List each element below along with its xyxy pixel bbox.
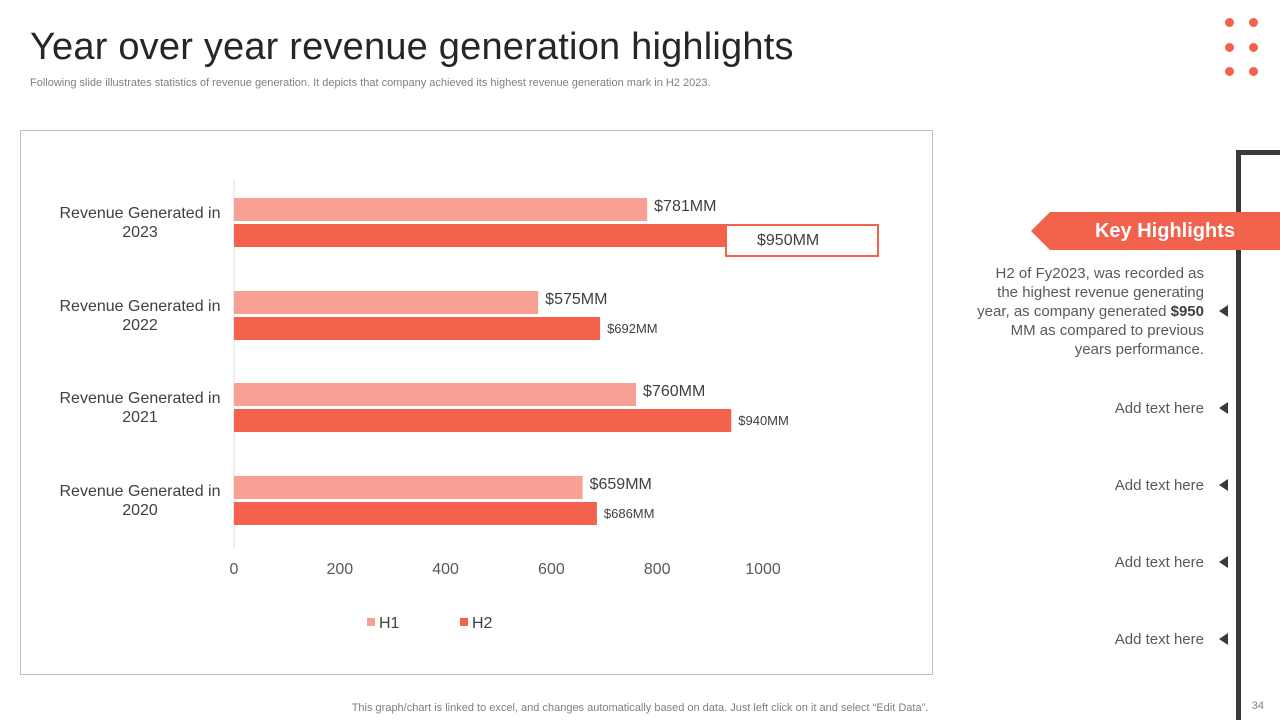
- vertical-rule-cap: [1236, 150, 1280, 155]
- legend-label: H2: [472, 615, 493, 632]
- pointer-arrow-icon: [1219, 305, 1228, 317]
- category-label: Revenue Generated in: [60, 390, 221, 407]
- decor-dot: [1225, 67, 1234, 76]
- category-label: 2021: [122, 409, 158, 426]
- data-label: $692MM: [607, 321, 658, 336]
- revenue-bar-chart[interactable]: 0 200 400 600 800 1000 Revenue Generated in 202…: [20, 130, 933, 675]
- data-label: $940MM: [738, 413, 789, 428]
- data-label: $760MM: [643, 383, 705, 400]
- data-label: $781MM: [654, 198, 716, 215]
- data-label: $686MM: [604, 506, 655, 521]
- bar-h2: [234, 502, 597, 525]
- x-tick-label: 600: [538, 561, 565, 578]
- highlight-callout-box: [725, 224, 879, 257]
- pointer-arrow-icon: [1219, 633, 1228, 645]
- decor-dot: [1225, 43, 1234, 52]
- decor-dot: [1249, 18, 1258, 27]
- decor-dot: [1249, 67, 1258, 76]
- bar-h1: [234, 198, 648, 221]
- banner-arrow-shape: [1031, 212, 1280, 250]
- highlight-main-suffix: MM as compared to previous years perform…: [1010, 322, 1204, 358]
- highlight-item[interactable]: Add text here: [1114, 400, 1204, 417]
- highlight-main-prefix: H2 of Fy2023, was recorded as the highes…: [977, 265, 1204, 320]
- x-tick-label: 0: [230, 561, 239, 578]
- category-label: 2020: [122, 502, 158, 519]
- data-label: $659MM: [590, 476, 652, 493]
- x-tick-label: 200: [326, 561, 353, 578]
- x-tick-label: 400: [432, 561, 459, 578]
- category-label: 2023: [122, 224, 158, 241]
- category-label: Revenue Generated in: [60, 205, 221, 222]
- data-label: $950MM: [757, 232, 819, 249]
- highlight-item[interactable]: Add text here: [1114, 554, 1204, 571]
- x-tick-label: 1000: [745, 561, 781, 578]
- legend-label: H1: [379, 615, 400, 632]
- legend-swatch: [460, 618, 468, 626]
- highlight-main-text: H2 of Fy2023, was recorded as the highes…: [974, 264, 1204, 359]
- decor-dot: [1225, 18, 1234, 27]
- bar-h1: [234, 291, 539, 314]
- decor-dot: [1249, 43, 1258, 52]
- category-label: Revenue Generated in: [60, 298, 221, 315]
- vertical-rule: [1236, 150, 1241, 720]
- bar-h2: [234, 224, 737, 247]
- bar-h1: [234, 383, 637, 406]
- highlight-main-bold: $950: [1170, 303, 1204, 320]
- page-subtitle: Following slide illustrates statistics o…: [30, 77, 711, 89]
- key-highlights-banner-shape: [1031, 212, 1280, 250]
- bar-h2: [234, 317, 601, 340]
- key-highlights-title: Key Highlights: [1094, 220, 1235, 242]
- footnote: This graph/chart is linked to excel, and…: [351, 702, 929, 714]
- pointer-arrow-icon: [1219, 402, 1228, 414]
- pointer-arrow-icon: [1219, 479, 1228, 491]
- bar-h1: [234, 476, 583, 499]
- highlight-item[interactable]: Add text here: [1114, 631, 1204, 648]
- decorative-dots: [1220, 14, 1270, 84]
- page-number: 34: [1251, 700, 1264, 712]
- data-label: $575MM: [545, 291, 607, 308]
- highlight-item[interactable]: Add text here: [1114, 477, 1204, 494]
- category-label: Revenue Generated in: [60, 483, 221, 500]
- page-title: Year over year revenue generation highli…: [30, 26, 794, 68]
- pointer-arrow-icon: [1219, 556, 1228, 568]
- bar-h2: [234, 409, 732, 432]
- legend-swatch: [367, 618, 375, 626]
- x-tick-label: 800: [644, 561, 671, 578]
- category-label: 2022: [122, 317, 158, 334]
